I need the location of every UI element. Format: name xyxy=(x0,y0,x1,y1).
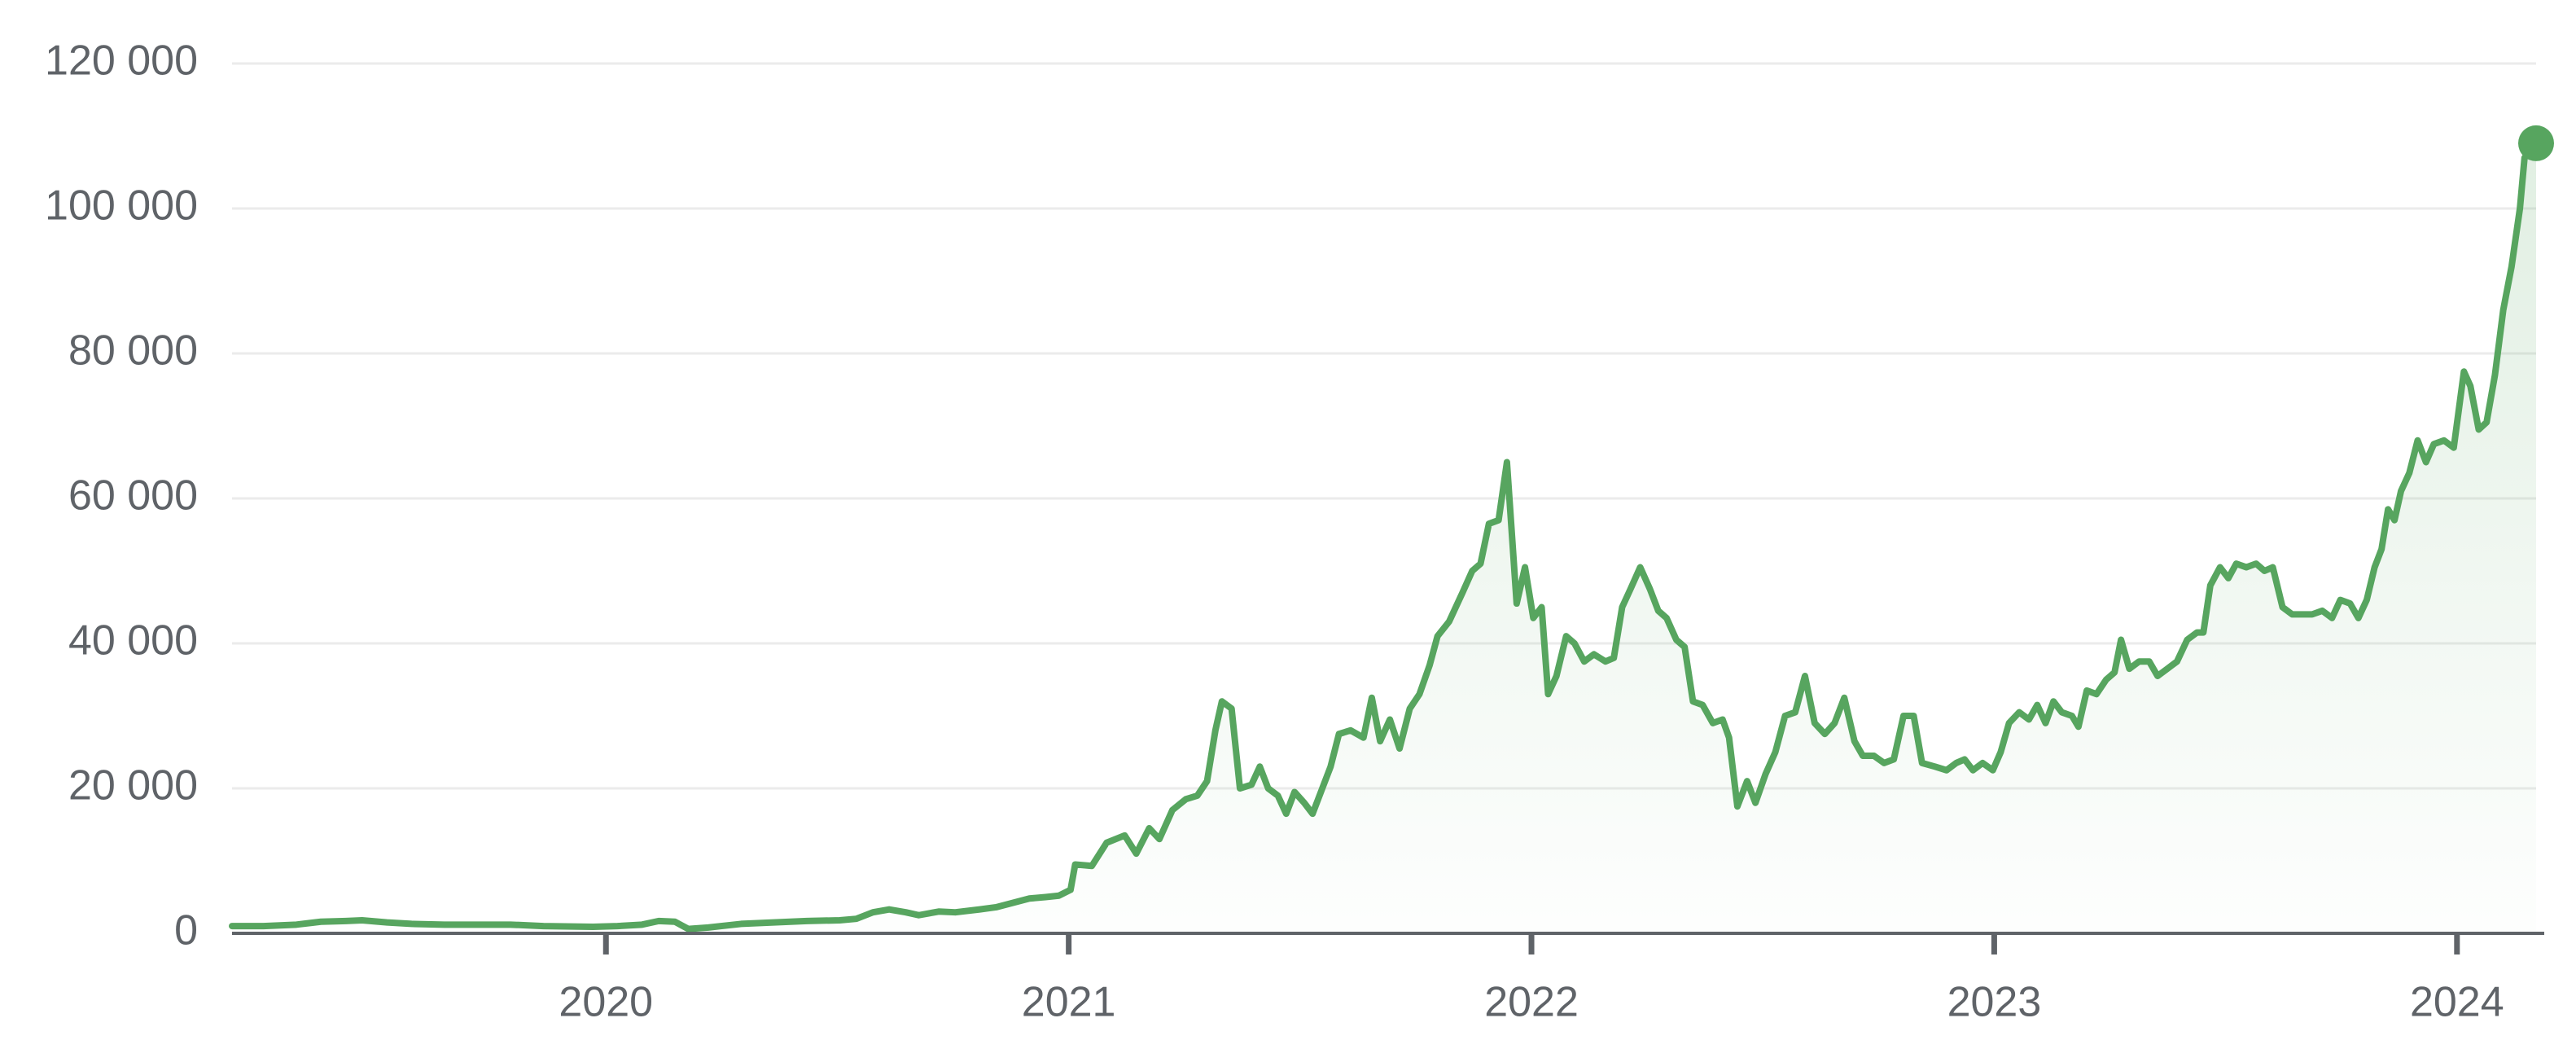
line xyxy=(229,139,2539,933)
grid xyxy=(232,62,2536,935)
x-tick-label: 2023 xyxy=(1947,979,2042,1026)
y-tick-label: 20 000 xyxy=(68,762,198,810)
x-tick-label: 2020 xyxy=(559,979,653,1026)
x-tick-label: 2024 xyxy=(2410,979,2504,1026)
area xyxy=(232,143,2536,933)
x-tick-label: 2021 xyxy=(1022,979,1116,1026)
plot-area xyxy=(229,125,2554,933)
x-tick-label: 2022 xyxy=(1484,979,1579,1026)
y-tick-label: 40 000 xyxy=(68,617,198,665)
y-tick-label: 0 xyxy=(174,907,198,954)
y-tick-label: 60 000 xyxy=(68,472,198,520)
axes: 0 20 000 40 000 60 000 80 000 100 000 120 000 2… xyxy=(45,37,2544,1026)
end-point xyxy=(2518,125,2554,161)
y-tick-label: 120 000 xyxy=(45,37,198,85)
y-tick-label: 80 000 xyxy=(68,327,198,375)
y-tick-label: 100 000 xyxy=(45,182,198,230)
